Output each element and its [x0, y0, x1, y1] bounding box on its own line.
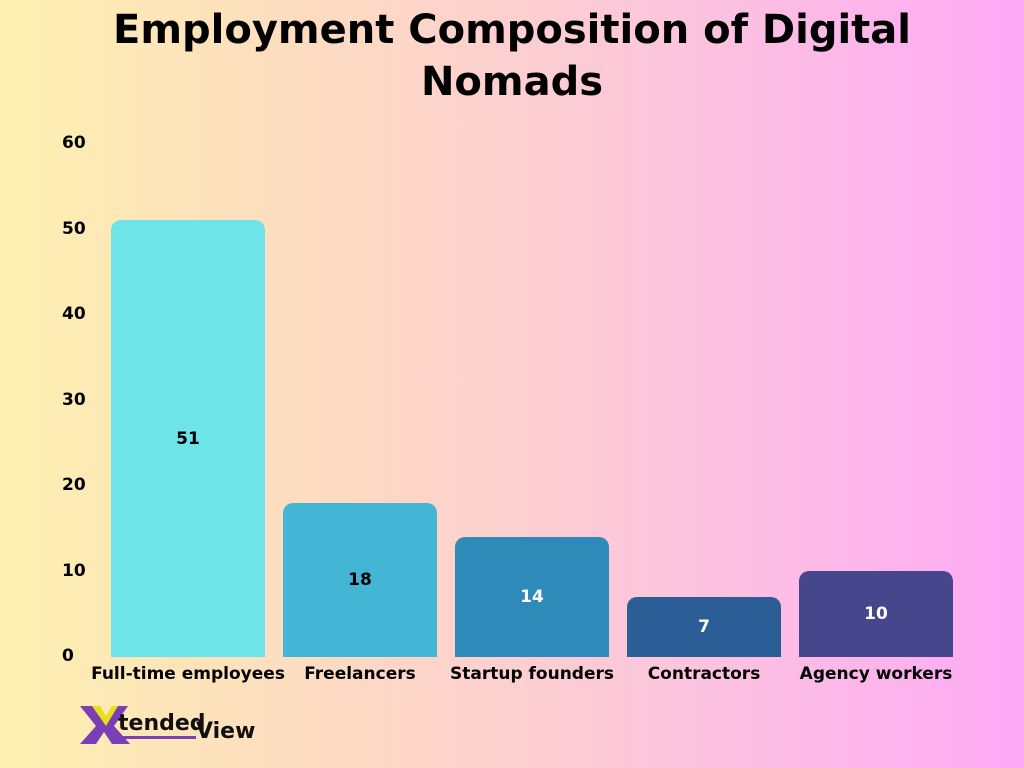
- y-tick: 20: [62, 475, 86, 495]
- bar: 14: [455, 537, 609, 657]
- chart-title-line-1: Employment Composition of Digital: [113, 7, 911, 53]
- y-tick: 0: [62, 646, 74, 666]
- svg-text:tended: tended: [118, 711, 206, 736]
- xtendedview-logo: tended View: [78, 700, 268, 746]
- bar-value-label: 7: [698, 617, 710, 637]
- y-tick: 60: [62, 133, 86, 153]
- bar-value-label: 10: [864, 604, 888, 625]
- x-tick-label: Full-time employees: [91, 664, 285, 684]
- svg-text:View: View: [196, 719, 255, 744]
- bar-value-label: 18: [348, 569, 372, 590]
- chart-title-line-2: Nomads: [420, 59, 604, 105]
- bar: 10: [799, 571, 953, 657]
- bar: 51: [111, 220, 265, 657]
- x-tick-label: Startup founders: [449, 664, 615, 684]
- bar: 18: [283, 502, 437, 657]
- y-tick: 40: [62, 304, 86, 324]
- bar: 7: [627, 597, 781, 657]
- bar-value-label: 51: [176, 428, 200, 449]
- bar-value-label: 14: [520, 587, 544, 608]
- x-tick-label: Agency workers: [799, 664, 953, 684]
- x-tick-label: Contractors: [647, 664, 761, 684]
- y-tick: 10: [62, 561, 86, 581]
- y-tick: 30: [62, 390, 86, 410]
- x-tick-label: Freelancers: [304, 664, 416, 684]
- chart-title: Employment Composition of Digital Nomads: [0, 4, 1024, 108]
- y-tick: 50: [62, 219, 86, 239]
